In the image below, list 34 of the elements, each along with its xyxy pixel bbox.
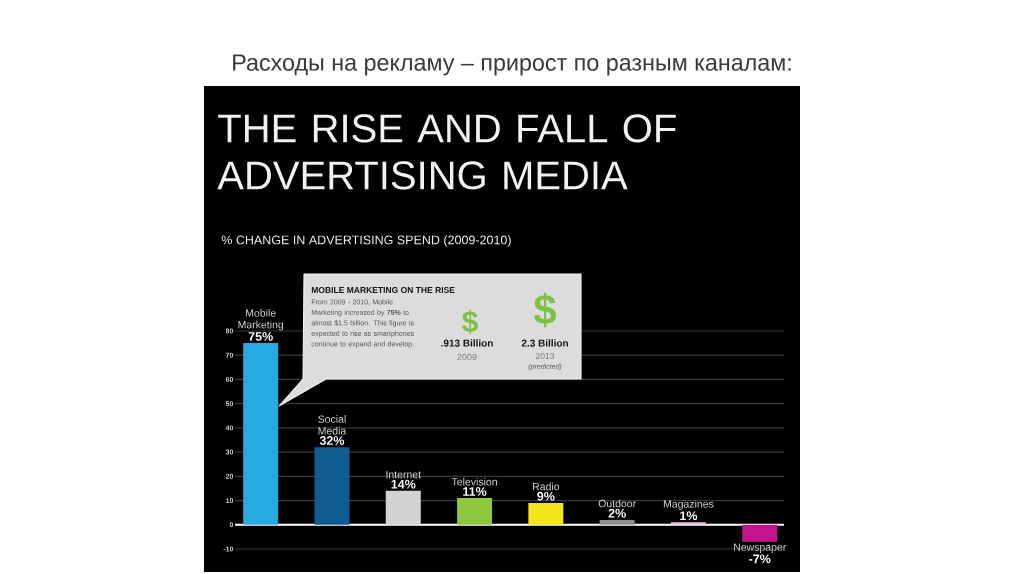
bar (528, 502, 564, 525)
annotation: $ (462, 309, 478, 335)
text: Расходы на рекламу – прирост по разным каналам: (233, 54, 791, 76)
annotation: .913 Billion (441, 339, 493, 347)
bar (457, 498, 493, 525)
x-tick-label: Television (451, 477, 497, 486)
chart-subtitle: % CHANGE IN ADVERTISING SPEND (2009-2010) (221, 235, 511, 247)
annotation: 2013 (535, 352, 555, 359)
annotation: 2009 (457, 353, 477, 361)
bar (385, 490, 421, 525)
x-tick-label: Social Media (318, 415, 347, 435)
x-tick-label: Newspaper (734, 543, 787, 553)
data-label: 11% (463, 487, 487, 496)
data-label: -7% (749, 554, 771, 564)
bar (243, 343, 279, 525)
data-label: 9% (537, 491, 555, 501)
bar (599, 519, 635, 525)
chart-title: THE RISE AND FALL OF ADVERTISING MEDIA (217, 114, 676, 190)
x-tick-label: Radio (532, 482, 560, 491)
data-label: 32% (319, 436, 345, 445)
x-tick-label: Magazines (663, 499, 714, 510)
data-label: 1% (680, 511, 698, 521)
bar (670, 522, 706, 525)
annotation: 2.3 Billion (521, 339, 568, 347)
bar (742, 524, 778, 542)
text: MOBILE MARKETING ON THE RISE (311, 286, 455, 293)
data-label: 2% (608, 508, 626, 518)
data-label: 14% (391, 479, 416, 489)
data-label: 75% (248, 332, 273, 341)
x-tick-label: Mobile Marketing (238, 308, 284, 331)
x-tick-label: Outdoor (598, 499, 636, 508)
text: $ (533, 292, 557, 328)
bar (314, 447, 350, 525)
x-tick-label: Internet (386, 470, 421, 479)
